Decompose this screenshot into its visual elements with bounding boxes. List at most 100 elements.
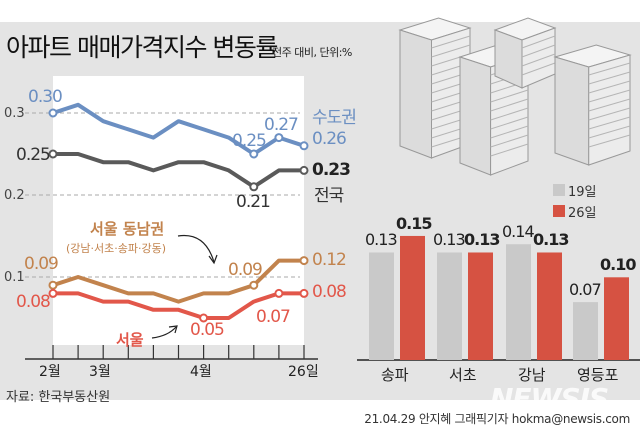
building-floor: [490, 89, 529, 103]
data-point: [199, 313, 209, 323]
building-floor: [490, 143, 529, 157]
building-floor: [521, 62, 556, 76]
series-line-3: [53, 291, 304, 320]
label-seoul-0: 0.08: [16, 292, 51, 312]
data-point: [299, 165, 309, 175]
data-point: [299, 288, 309, 298]
bar-category-label: 영등포: [577, 366, 619, 384]
chart-subtitle: 전주 대비, 단위:%: [272, 46, 352, 59]
data-point: [48, 149, 58, 159]
x-tick: 2월: [39, 364, 61, 380]
y-tick: 0.1: [4, 270, 25, 285]
x-tick: 26일: [288, 364, 319, 380]
label-sudo-9: 0.27: [264, 115, 299, 135]
bar-송파-19일: [369, 252, 394, 360]
building-floor: [588, 107, 631, 121]
building-floor: [588, 116, 631, 130]
building-floor: [490, 125, 529, 139]
data-point: [48, 108, 58, 118]
newsis-watermark: NEWSIS: [490, 382, 609, 415]
bar-value-label: 0.15: [396, 213, 432, 233]
building-floor: [588, 71, 631, 85]
building-side: [459, 56, 492, 176]
x-tick: 3월: [89, 364, 111, 380]
legend-swatch-26: [553, 205, 565, 217]
building-floor: [521, 35, 556, 49]
building-floor: [588, 125, 631, 139]
building-side: [399, 29, 432, 159]
bar-value-label: 0.13: [533, 230, 569, 250]
label-gangnam4-8: 0.09: [228, 260, 263, 280]
series-line-1: [53, 152, 304, 189]
legend-sudo: 수도권: [312, 108, 357, 128]
data-point: [48, 280, 58, 290]
building-floor: [588, 89, 631, 103]
bar-서초-19일: [437, 252, 462, 360]
series-line-2: [52, 258, 304, 304]
bar-송파-26일: [400, 235, 425, 360]
arrow-icon: [177, 234, 215, 263]
bar-value-label: 0.13: [365, 230, 398, 250]
label-seoul-6: 0.05: [190, 320, 225, 340]
building-floor: [521, 44, 556, 58]
legend-seoul: 서울: [116, 331, 144, 349]
building-floor: [431, 44, 471, 58]
label-sudo-0: 0.30: [28, 87, 63, 107]
legend-gangnam4: 서울 동남권: [90, 220, 165, 238]
label-sudo-10: 0.26: [312, 129, 347, 149]
bar-category-label: 강남: [518, 366, 546, 384]
legend-national: 전국: [314, 186, 344, 206]
building-floor: [521, 53, 556, 67]
bar-value-label: 0.14: [502, 222, 535, 242]
bar-영등포-19일: [573, 302, 598, 360]
bar-value-label: 0.07: [569, 280, 602, 300]
bar-영등포-26일: [604, 277, 629, 360]
arrow-icon: [168, 325, 178, 334]
data-point: [274, 133, 284, 143]
bar-value-label: 0.13: [464, 230, 500, 250]
building-side: [554, 56, 590, 166]
label-seoul-10: 0.08: [312, 282, 347, 302]
label-national-10: 0.23: [312, 160, 351, 180]
building-floor: [588, 62, 631, 76]
data-point: [274, 288, 284, 298]
label-national-0: 0.25: [16, 145, 51, 165]
bar-강남-19일: [506, 244, 531, 360]
bar-category-label: 송파: [381, 366, 409, 384]
arrow-icon: [151, 326, 177, 339]
legend-swatch-19: [553, 184, 565, 196]
bar-category-label: 서초: [449, 366, 477, 384]
label-gangnam4-0: 0.09: [24, 254, 59, 274]
data-point: [299, 141, 309, 151]
series-line-0: [52, 102, 305, 156]
data-point: [249, 149, 259, 159]
building-floor: [490, 107, 529, 121]
data-point: [48, 288, 58, 298]
legend-gangnam4-sub: (강남·서초·송파·강동): [66, 242, 167, 255]
bar-value-label: 0.13: [433, 230, 466, 250]
arrow-icon: [208, 254, 218, 265]
label-gangnam4-10: 0.12: [312, 250, 347, 270]
building-floor: [588, 134, 631, 148]
y-tick: 0.3: [4, 106, 25, 121]
building-floor: [490, 98, 529, 112]
data-point: [249, 280, 259, 290]
legend-26: 26일: [568, 206, 597, 221]
building-floor: [490, 116, 529, 130]
label-seoul-9: 0.07: [256, 307, 291, 327]
bar-value-label: 0.10: [600, 255, 636, 275]
bar-강남-26일: [537, 252, 562, 360]
building-floor: [431, 35, 471, 49]
apartment-buildings-illustration: [398, 17, 632, 176]
label-sudo-8: 0.25: [232, 131, 267, 151]
source-note: 자료: 한국부동산원: [6, 390, 111, 405]
credit-line: 21.04.29 안지혜 그래픽기자 hokma@newsis.com: [364, 412, 630, 426]
building-floor: [588, 98, 631, 112]
data-point: [299, 256, 309, 266]
chart-title: 아파트 매매가격지수 변동률: [6, 33, 278, 62]
y-tick: 0.2: [4, 188, 25, 203]
legend-19: 19일: [568, 185, 597, 200]
building-floor: [588, 80, 631, 94]
data-point: [249, 182, 259, 192]
